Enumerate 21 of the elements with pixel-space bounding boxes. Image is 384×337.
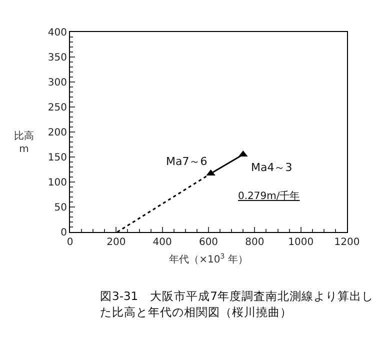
y-tick-label: 0 bbox=[60, 228, 67, 238]
y-axis-title: 比高 m bbox=[14, 130, 34, 155]
y-tick-label: 100 bbox=[48, 178, 67, 188]
x-tick-label: 600 bbox=[198, 237, 218, 248]
y-tick-label: 350 bbox=[48, 52, 67, 64]
x-tick-label: 1200 bbox=[334, 237, 360, 248]
y-tick-label: 300 bbox=[48, 78, 67, 88]
caption: 図3-31 大阪市平成7年度調査南北測線より算出した比高と年代の相関図（桜川撓曲） bbox=[100, 288, 374, 320]
y-tick-label: 200 bbox=[48, 128, 67, 138]
annotation: 0.279m/千年 bbox=[238, 190, 300, 202]
x-axis-title: 年代（×10$^{3}$ 年） bbox=[169, 252, 248, 266]
y-tick-label: 250 bbox=[48, 102, 67, 114]
annotation: Ma4～3 bbox=[251, 161, 292, 174]
x-tick-label: 200 bbox=[106, 237, 126, 248]
y-tick-label: 50 bbox=[54, 202, 67, 214]
y-tick-label: 400 bbox=[48, 28, 67, 38]
x-tick-label: 800 bbox=[245, 237, 264, 248]
x-tick-label: 1000 bbox=[288, 237, 314, 248]
y-tick-label: 150 bbox=[48, 152, 67, 164]
annotation: Ma7～6 bbox=[166, 155, 208, 168]
x-tick-label: 400 bbox=[152, 237, 172, 248]
